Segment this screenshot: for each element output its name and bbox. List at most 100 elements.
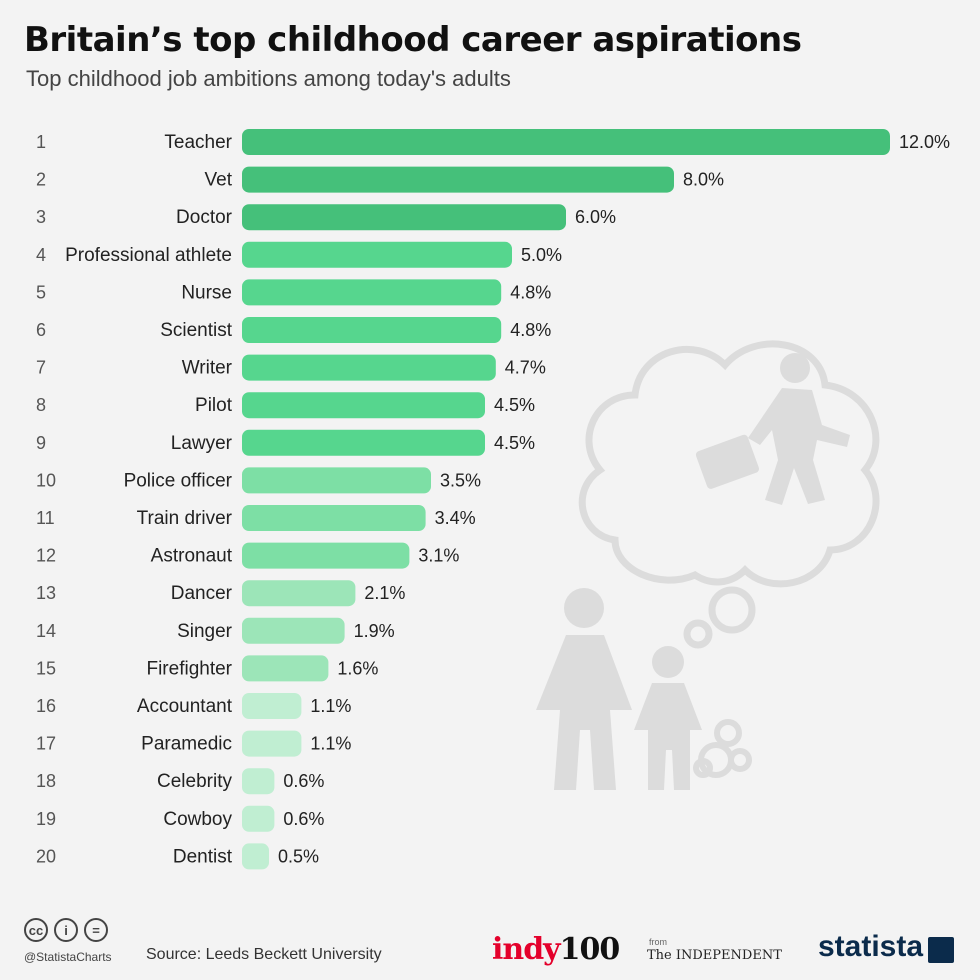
thought-bubble-small-icon [683, 619, 713, 649]
cc-icon: cc [24, 918, 48, 942]
value-label: 0.5% [278, 846, 319, 866]
bar [242, 392, 485, 419]
rank-label: 19 [36, 809, 56, 829]
category-label: Accountant [137, 696, 233, 717]
category-label: Doctor [176, 207, 233, 228]
bar [242, 580, 356, 607]
value-label: 4.5% [494, 433, 535, 453]
license-icons: cc i = [24, 918, 108, 942]
bar [242, 317, 502, 343]
value-label: 1.9% [354, 621, 395, 641]
bar [242, 843, 269, 870]
rank-label: 12 [36, 546, 56, 566]
bar [242, 129, 890, 155]
category-label: Cowboy [163, 809, 232, 830]
value-label: 4.5% [494, 395, 535, 415]
illustration-graphic [536, 340, 880, 790]
indy100-logo: indy100 [492, 932, 620, 967]
category-label: Pilot [195, 395, 233, 416]
woman-icon [536, 588, 632, 790]
bar [242, 467, 431, 494]
rank-label: 11 [36, 508, 55, 528]
thought-cloud-icon [578, 340, 880, 588]
value-label: 1.6% [337, 658, 378, 678]
rank-label: 2 [36, 170, 46, 190]
category-label: Professional athlete [65, 245, 232, 266]
category-label: Teacher [164, 132, 232, 153]
bar [242, 542, 410, 569]
bar [242, 279, 502, 306]
bar [242, 429, 485, 456]
value-label: 0.6% [283, 771, 324, 791]
bar [242, 204, 566, 231]
chart-subtitle: Top childhood job ambitions among today'… [26, 66, 511, 91]
rank-label: 1 [36, 132, 46, 152]
rank-label: 8 [36, 395, 46, 415]
value-label: 6.0% [575, 207, 616, 227]
bar [242, 805, 275, 832]
value-label: 8.0% [683, 170, 724, 190]
chart-title: Britain’s top childhood career aspiratio… [24, 20, 802, 60]
value-label: 1.1% [310, 734, 351, 754]
bar [242, 354, 496, 381]
rank-label: 5 [36, 282, 46, 302]
rank-label: 10 [36, 470, 56, 490]
attribution-icon: i [54, 918, 78, 942]
rank-label: 13 [36, 583, 56, 603]
value-label: 4.8% [510, 282, 551, 302]
bar-chart: 1 Teacher 12.0% 2 Vet 8.0% 3 Doctor 6.0% 4 Profess… [36, 129, 950, 870]
bar [242, 505, 426, 531]
category-label: Train driver [137, 508, 233, 529]
value-label: 5.0% [521, 245, 562, 265]
thought-bubble-large-icon [708, 586, 756, 634]
bar [242, 241, 512, 268]
rank-label: 9 [36, 433, 46, 453]
category-label: Dentist [173, 846, 233, 867]
rank-label: 3 [36, 207, 46, 227]
bar [242, 730, 302, 757]
bar [242, 693, 302, 719]
businessman-icon [695, 353, 850, 505]
rank-label: 20 [36, 846, 56, 866]
category-label: Scientist [160, 320, 233, 341]
rank-label: 17 [36, 734, 56, 754]
category-label: Celebrity [157, 771, 232, 792]
value-label: 3.1% [418, 546, 459, 566]
category-label: Astronaut [151, 546, 233, 567]
rank-label: 4 [36, 245, 46, 265]
value-label: 1.1% [310, 696, 351, 716]
child-icon [634, 646, 702, 790]
value-label: 4.7% [505, 358, 546, 378]
category-label: Vet [205, 170, 233, 191]
category-label: Police officer [124, 470, 233, 491]
category-label: Nurse [181, 282, 232, 303]
category-label: Writer [182, 358, 233, 379]
value-label: 3.4% [435, 508, 476, 528]
value-label: 0.6% [283, 809, 324, 829]
value-label: 4.8% [510, 320, 551, 340]
category-label: Paramedic [141, 734, 232, 755]
value-label: 12.0% [899, 132, 950, 152]
category-label: Lawyer [171, 433, 233, 454]
bar [242, 768, 275, 795]
rank-label: 16 [36, 696, 56, 716]
category-label: Dancer [171, 583, 233, 604]
rank-label: 18 [36, 771, 56, 791]
no-derivatives-icon: = [84, 918, 108, 942]
teddy-bear-icon [693, 719, 752, 778]
value-label: 2.1% [364, 583, 405, 603]
category-label: Firefighter [146, 658, 232, 679]
rank-label: 14 [36, 621, 56, 641]
category-label: Singer [177, 621, 233, 642]
value-label: 3.5% [440, 470, 481, 490]
statista-mark-icon [928, 937, 954, 963]
source-note: Source: Leeds Beckett University [146, 946, 382, 963]
rank-label: 6 [36, 320, 46, 340]
bar [242, 655, 329, 682]
statista-handle: @StatistaCharts [24, 950, 112, 964]
from-label: from [649, 937, 667, 947]
statista-logo: statista [818, 930, 924, 963]
rank-label: 7 [36, 358, 46, 378]
rank-label: 15 [36, 658, 56, 678]
independent-logo: The INDEPENDENT [647, 948, 782, 963]
